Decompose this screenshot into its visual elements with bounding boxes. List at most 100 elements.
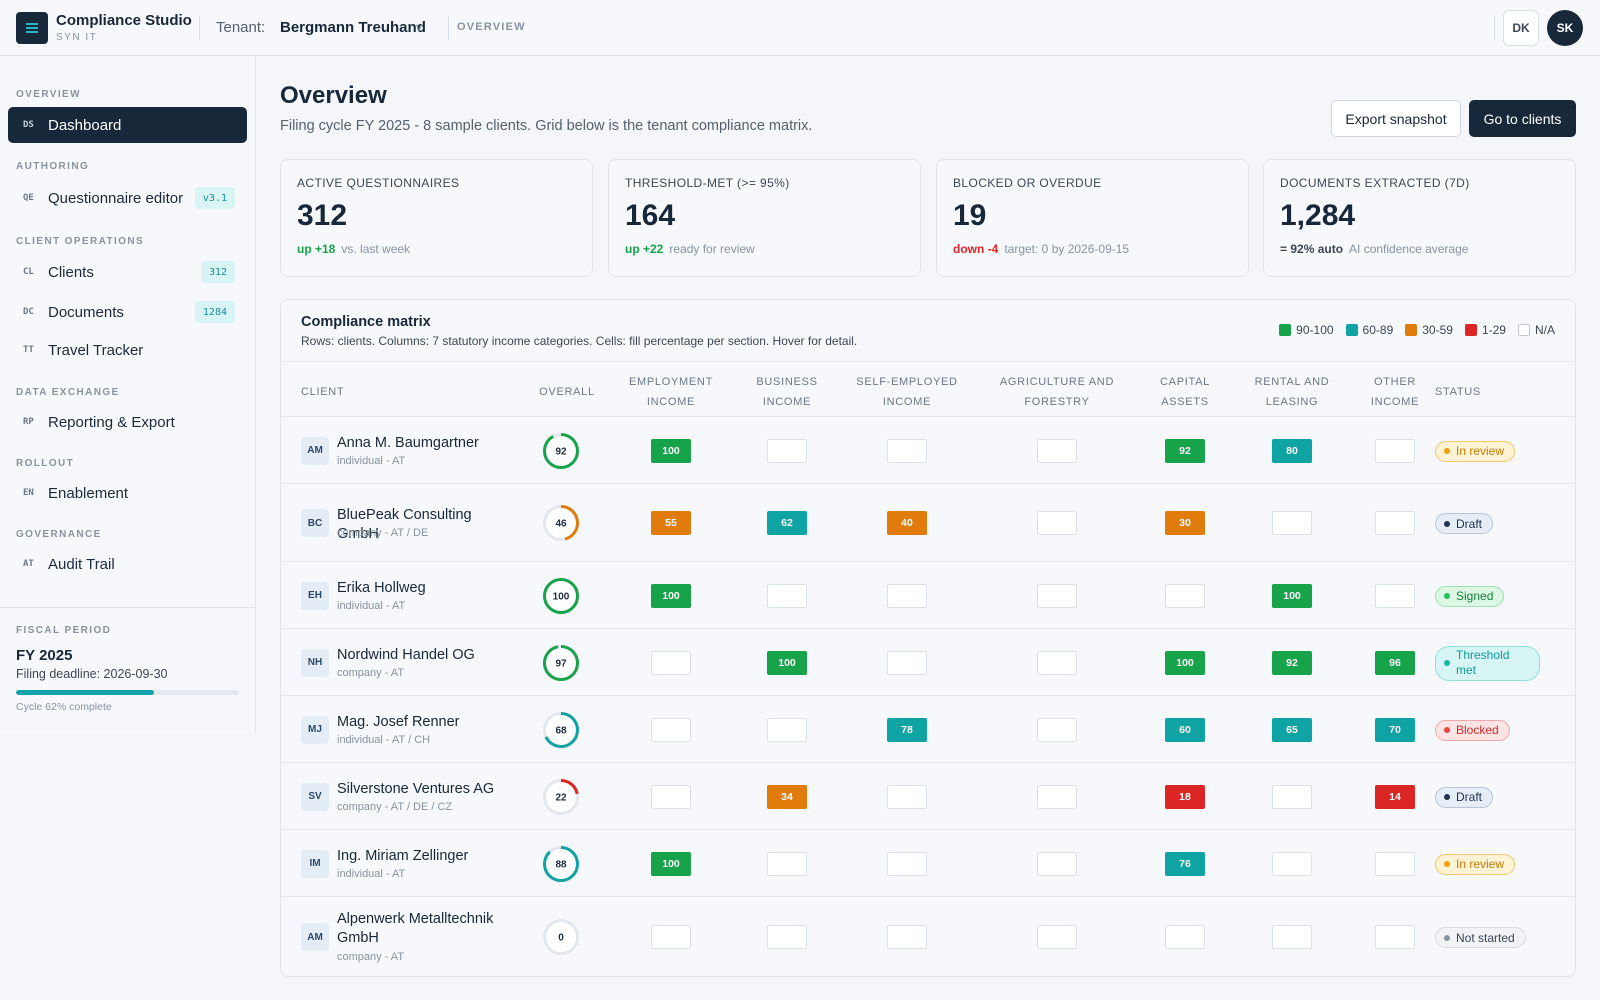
client-name[interactable]: Mag. Josef Renner bbox=[337, 713, 460, 730]
app-logo-icon[interactable] bbox=[16, 12, 48, 44]
column-header-business-income[interactable]: BUSINESS INCOME bbox=[747, 372, 827, 412]
table-row[interactable]: MJ Mag. Josef Renner individual - AT / CH 6… bbox=[281, 696, 1575, 763]
sidebar-item-reporting-export[interactable]: RP Reporting & Export bbox=[8, 404, 247, 440]
matrix-cell-empty[interactable] bbox=[1037, 583, 1077, 608]
ring-arc bbox=[543, 845, 579, 882]
sidebar-item-audit-trail[interactable]: AT Audit Trail bbox=[8, 546, 247, 582]
client-name[interactable]: Alpenwerk Metalltechnik GmbH bbox=[337, 911, 494, 946]
matrix-cell-empty[interactable] bbox=[1272, 511, 1312, 535]
matrix-cell-empty[interactable] bbox=[1375, 851, 1415, 876]
table-row[interactable]: EH Erika Hollweg individual - AT 100 100 100 S… bbox=[281, 562, 1575, 629]
matrix-cell-empty[interactable] bbox=[651, 925, 691, 949]
client-name[interactable]: Ing. Miriam Zellinger bbox=[337, 847, 469, 864]
kpi-card-active-questionnaires: ACTIVE QUESTIONNAIRES 312 up +18 vs. last… bbox=[280, 159, 593, 277]
sidebar-item-questionnaire-editor[interactable]: QE Questionnaire editor v3.1 bbox=[8, 180, 247, 216]
matrix-cell[interactable]: 78 bbox=[887, 717, 927, 742]
matrix-cell[interactable]: 100 bbox=[651, 851, 691, 876]
column-header-capital-assets[interactable]: CAPITAL ASSETS bbox=[1145, 372, 1225, 412]
go-to-clients-button[interactable]: Go to clients bbox=[1469, 100, 1576, 137]
matrix-cell[interactable]: 14 bbox=[1375, 784, 1415, 809]
client-name[interactable]: Erika Hollweg bbox=[337, 579, 426, 596]
table-row[interactable]: BC BluePeak Consulting GmbH company - AT /… bbox=[281, 484, 1575, 562]
matrix-cell-empty[interactable] bbox=[1272, 925, 1312, 949]
matrix-cell-empty[interactable] bbox=[1037, 438, 1077, 463]
matrix-cell[interactable]: 62 bbox=[767, 511, 807, 535]
matrix-cell-empty[interactable] bbox=[1037, 511, 1077, 535]
matrix-cell[interactable]: 100 bbox=[651, 583, 691, 608]
matrix-cell-empty[interactable] bbox=[1037, 717, 1077, 742]
client-name[interactable]: Silverstone Ventures AG bbox=[337, 780, 495, 797]
sidebar-item-clients[interactable]: CL Clients 312 bbox=[8, 254, 247, 290]
matrix-cell-empty[interactable] bbox=[651, 784, 691, 809]
matrix-cell[interactable]: 60 bbox=[1165, 717, 1205, 742]
client-name[interactable]: Anna M. Baumgartner bbox=[337, 434, 479, 451]
client-name[interactable]: BluePeak Consulting GmbH bbox=[337, 507, 472, 542]
matrix-cell-empty[interactable] bbox=[1272, 784, 1312, 809]
matrix-cell-empty[interactable] bbox=[887, 851, 927, 876]
matrix-cell-empty[interactable] bbox=[887, 583, 927, 608]
matrix-cell-empty[interactable] bbox=[1037, 650, 1077, 675]
matrix-cell[interactable]: 30 bbox=[1165, 511, 1205, 535]
matrix-cell[interactable]: 70 bbox=[1375, 717, 1415, 742]
matrix-cell-empty[interactable] bbox=[1037, 925, 1077, 949]
matrix-cell-empty[interactable] bbox=[887, 650, 927, 675]
matrix-cell-empty[interactable] bbox=[887, 784, 927, 809]
column-header-status[interactable]: STATUS bbox=[1435, 386, 1481, 398]
table-row[interactable]: AM Alpenwerk Metalltechnik GmbH company - … bbox=[281, 897, 1575, 976]
workspace-switch-button[interactable]: DK bbox=[1503, 10, 1539, 46]
matrix-cell[interactable]: 65 bbox=[1272, 717, 1312, 742]
matrix-cell-empty[interactable] bbox=[651, 650, 691, 675]
matrix-cell[interactable]: 96 bbox=[1375, 650, 1415, 675]
column-header-agriculture-and-forestry[interactable]: AGRICULTURE AND FORESTRY bbox=[982, 372, 1132, 412]
sidebar-item-travel-tracker[interactable]: TT Travel Tracker bbox=[8, 332, 247, 368]
table-row[interactable]: AM Anna M. Baumgartner individual - AT 92 10… bbox=[281, 417, 1575, 484]
matrix-cell-empty[interactable] bbox=[767, 925, 807, 949]
matrix-cell-empty[interactable] bbox=[1165, 925, 1205, 949]
matrix-cell-empty[interactable] bbox=[887, 925, 927, 949]
avatar[interactable]: SK bbox=[1547, 10, 1583, 46]
matrix-cell-empty[interactable] bbox=[1272, 851, 1312, 876]
sidebar-item-documents[interactable]: DC Documents 1284 bbox=[8, 294, 247, 330]
matrix-cell[interactable]: 55 bbox=[651, 511, 691, 535]
column-header-client[interactable]: CLIENT bbox=[301, 386, 345, 398]
matrix-cell[interactable]: 100 bbox=[651, 438, 691, 463]
matrix-cell[interactable]: 80 bbox=[1272, 438, 1312, 463]
matrix-cell-empty[interactable] bbox=[1375, 511, 1415, 535]
table-row[interactable]: IM Ing. Miriam Zellinger individual - AT 88… bbox=[281, 830, 1575, 897]
chevron-down-icon[interactable]: v bbox=[416, 20, 422, 34]
matrix-cell[interactable]: 40 bbox=[887, 511, 927, 535]
matrix-cell-empty[interactable] bbox=[651, 717, 691, 742]
matrix-cell[interactable]: 92 bbox=[1272, 650, 1312, 675]
matrix-cell[interactable]: 100 bbox=[1272, 583, 1312, 608]
matrix-cell[interactable]: 76 bbox=[1165, 851, 1205, 876]
matrix-cell-empty[interactable] bbox=[1165, 583, 1205, 608]
sidebar-item-enablement[interactable]: EN Enablement bbox=[8, 475, 247, 511]
column-header-rental-and-leasing[interactable]: RENTAL AND LEASING bbox=[1247, 372, 1337, 412]
matrix-cell-empty[interactable] bbox=[1037, 784, 1077, 809]
column-header-other-income[interactable]: OTHER INCOME bbox=[1355, 372, 1435, 412]
column-header-employment-income[interactable]: EMPLOYMENT INCOME bbox=[626, 372, 716, 412]
matrix-cell-empty[interactable] bbox=[767, 717, 807, 742]
matrix-cell[interactable]: 100 bbox=[767, 650, 807, 675]
matrix-cell-empty[interactable] bbox=[767, 438, 807, 463]
kpi-value: 164 bbox=[625, 199, 676, 232]
matrix-cell-empty[interactable] bbox=[887, 438, 927, 463]
table-row[interactable]: NH Nordwind Handel OG company - AT 97 100 100… bbox=[281, 629, 1575, 696]
matrix-cell-empty[interactable] bbox=[767, 851, 807, 876]
client-name[interactable]: Nordwind Handel OG bbox=[337, 646, 475, 663]
matrix-cell-empty[interactable] bbox=[1375, 583, 1415, 608]
sidebar-item-dashboard[interactable]: DS Dashboard bbox=[8, 107, 247, 143]
table-row[interactable]: SV Silverstone Ventures AG company - AT / … bbox=[281, 763, 1575, 830]
matrix-cell-empty[interactable] bbox=[1375, 925, 1415, 949]
tenant-selector[interactable]: Bergmann Treuhand bbox=[280, 19, 426, 36]
column-header-self-employed-income[interactable]: SELF-EMPLOYED INCOME bbox=[847, 372, 967, 412]
matrix-cell[interactable]: 92 bbox=[1165, 438, 1205, 463]
export-snapshot-button[interactable]: Export snapshot bbox=[1331, 100, 1461, 137]
matrix-cell-empty[interactable] bbox=[1375, 438, 1415, 463]
matrix-cell-empty[interactable] bbox=[767, 583, 807, 608]
matrix-cell[interactable]: 18 bbox=[1165, 784, 1205, 809]
matrix-cell-empty[interactable] bbox=[1037, 851, 1077, 876]
column-header-overall[interactable]: OVERALL bbox=[539, 386, 595, 398]
matrix-cell[interactable]: 100 bbox=[1165, 650, 1205, 675]
matrix-cell[interactable]: 34 bbox=[767, 784, 807, 809]
